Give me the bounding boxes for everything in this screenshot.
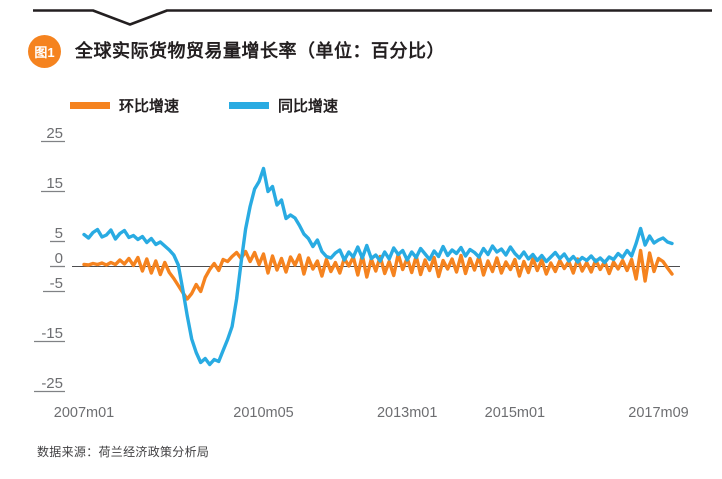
y-tick-label: -15 [41, 325, 63, 342]
figure-title: 全球实际货物贸易量增长率（单位：百分比） [75, 40, 445, 61]
legend-item-yoy: 同比增速 [229, 95, 338, 116]
y-tick-label: 25 [46, 125, 63, 142]
y-tick-label: 5 [55, 225, 63, 242]
y-tick-label: -25 [41, 375, 63, 392]
legend-swatch-yoy [229, 101, 270, 109]
y-tick-label: 15 [46, 175, 63, 192]
x-tick-label: 2017m09 [628, 405, 688, 421]
series-line-yoy [82, 166, 674, 367]
x-tick-label: 2010m05 [233, 405, 293, 421]
figure-badge: 图1 [28, 35, 61, 68]
legend-label-yoy: 同比增速 [278, 97, 339, 115]
y-tick-label: -5 [50, 275, 63, 292]
legend-label-mom: 环比增速 [119, 97, 180, 115]
figure-header: 图1 全球实际货物贸易量增长率（单位：百分比） [28, 35, 445, 68]
legend-item-mom: 环比增速 [70, 95, 179, 116]
chart-legend: 环比增速 同比增速 [70, 95, 338, 116]
x-tick-label: 2013m01 [377, 405, 437, 421]
y-tick-label: 0 [55, 250, 63, 267]
x-tick-label: 2015m01 [485, 405, 545, 421]
top-rule-decoration [33, 9, 712, 26]
legend-swatch-mom [70, 101, 110, 109]
x-tick-label: 2007m01 [54, 405, 114, 421]
data-source: 数据来源：荷兰经济政策分析局 [37, 445, 210, 459]
